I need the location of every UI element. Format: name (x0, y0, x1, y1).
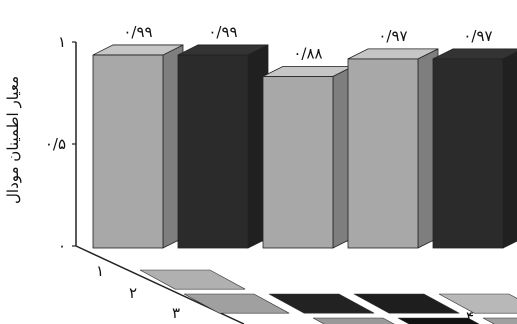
y-tick-label: ۰ (58, 237, 66, 255)
y-tick-label: ۱ (58, 33, 66, 51)
floor-tile (482, 317, 517, 324)
floor-tile (139, 269, 246, 290)
bar-labels: ۰/۹۹ ۰/۹۹ ۰/۸۸ ۰/۹۷ ۰/۹۷ (123, 23, 492, 62)
bar-4 (347, 48, 439, 249)
bar-value-label: ۰/۹۹ (208, 23, 237, 41)
floor-tile (438, 293, 517, 314)
bar-value-label: ۰/۸۸ (293, 44, 322, 62)
row-tick-label: ۲ (129, 284, 137, 302)
floor-tile (312, 317, 395, 324)
bars (92, 44, 517, 249)
bar-5 (432, 48, 517, 249)
bar-value-label: ۰/۹۹ (123, 23, 152, 41)
bar-1 (92, 44, 184, 249)
floor-tile (183, 293, 290, 314)
col-tick-label: ۴ (466, 308, 474, 324)
bar-2 (177, 44, 269, 249)
bar-3 (262, 65, 354, 249)
bar-value-label: ۰/۹۷ (378, 27, 407, 45)
floor-tile (397, 317, 480, 324)
y-tick-label: ۰/۵ (45, 135, 66, 153)
bar-value-label: ۰/۹۷ (463, 27, 492, 45)
floor-tile (353, 293, 460, 314)
row-tick-label: ۱ (96, 262, 104, 280)
floor-tile (268, 293, 375, 314)
row-tick-label: ۳ (172, 304, 180, 322)
